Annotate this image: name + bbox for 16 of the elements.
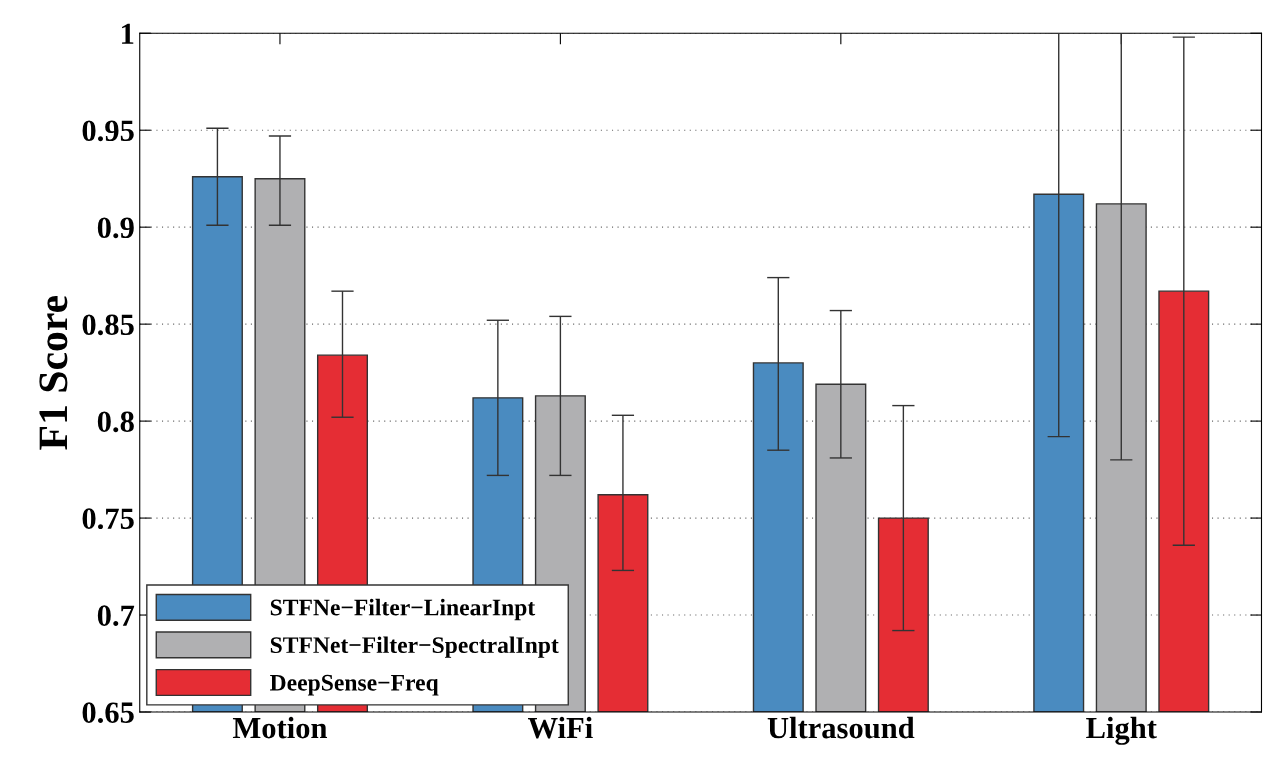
x-tick-label: Ultrasound [767,716,915,739]
y-tick-label: 1 [122,23,134,44]
legend-label: STFNet−Filter−SpectralInpt [270,636,559,658]
legend-label: STFNe−Filter−LinearInpt [270,598,536,621]
y-tick-label: 0.7 [97,605,135,627]
y-tick-label: 0.95 [82,120,134,142]
legend-label: DeepSense−Freq [270,674,439,696]
x-tick-label: Motion [232,716,328,739]
y-tick-label: 0.9 [97,217,134,239]
y-tick-label: 0.75 [82,508,134,530]
x-tick-label: WiFi [528,716,593,739]
y-tick-label: 0.85 [82,314,134,336]
y-axis-title: F1 Score [39,295,68,450]
y-tick-label: 0.65 [82,702,134,724]
x-tick-label: Light [1086,716,1157,745]
y-tick-label: 0.8 [97,411,134,433]
